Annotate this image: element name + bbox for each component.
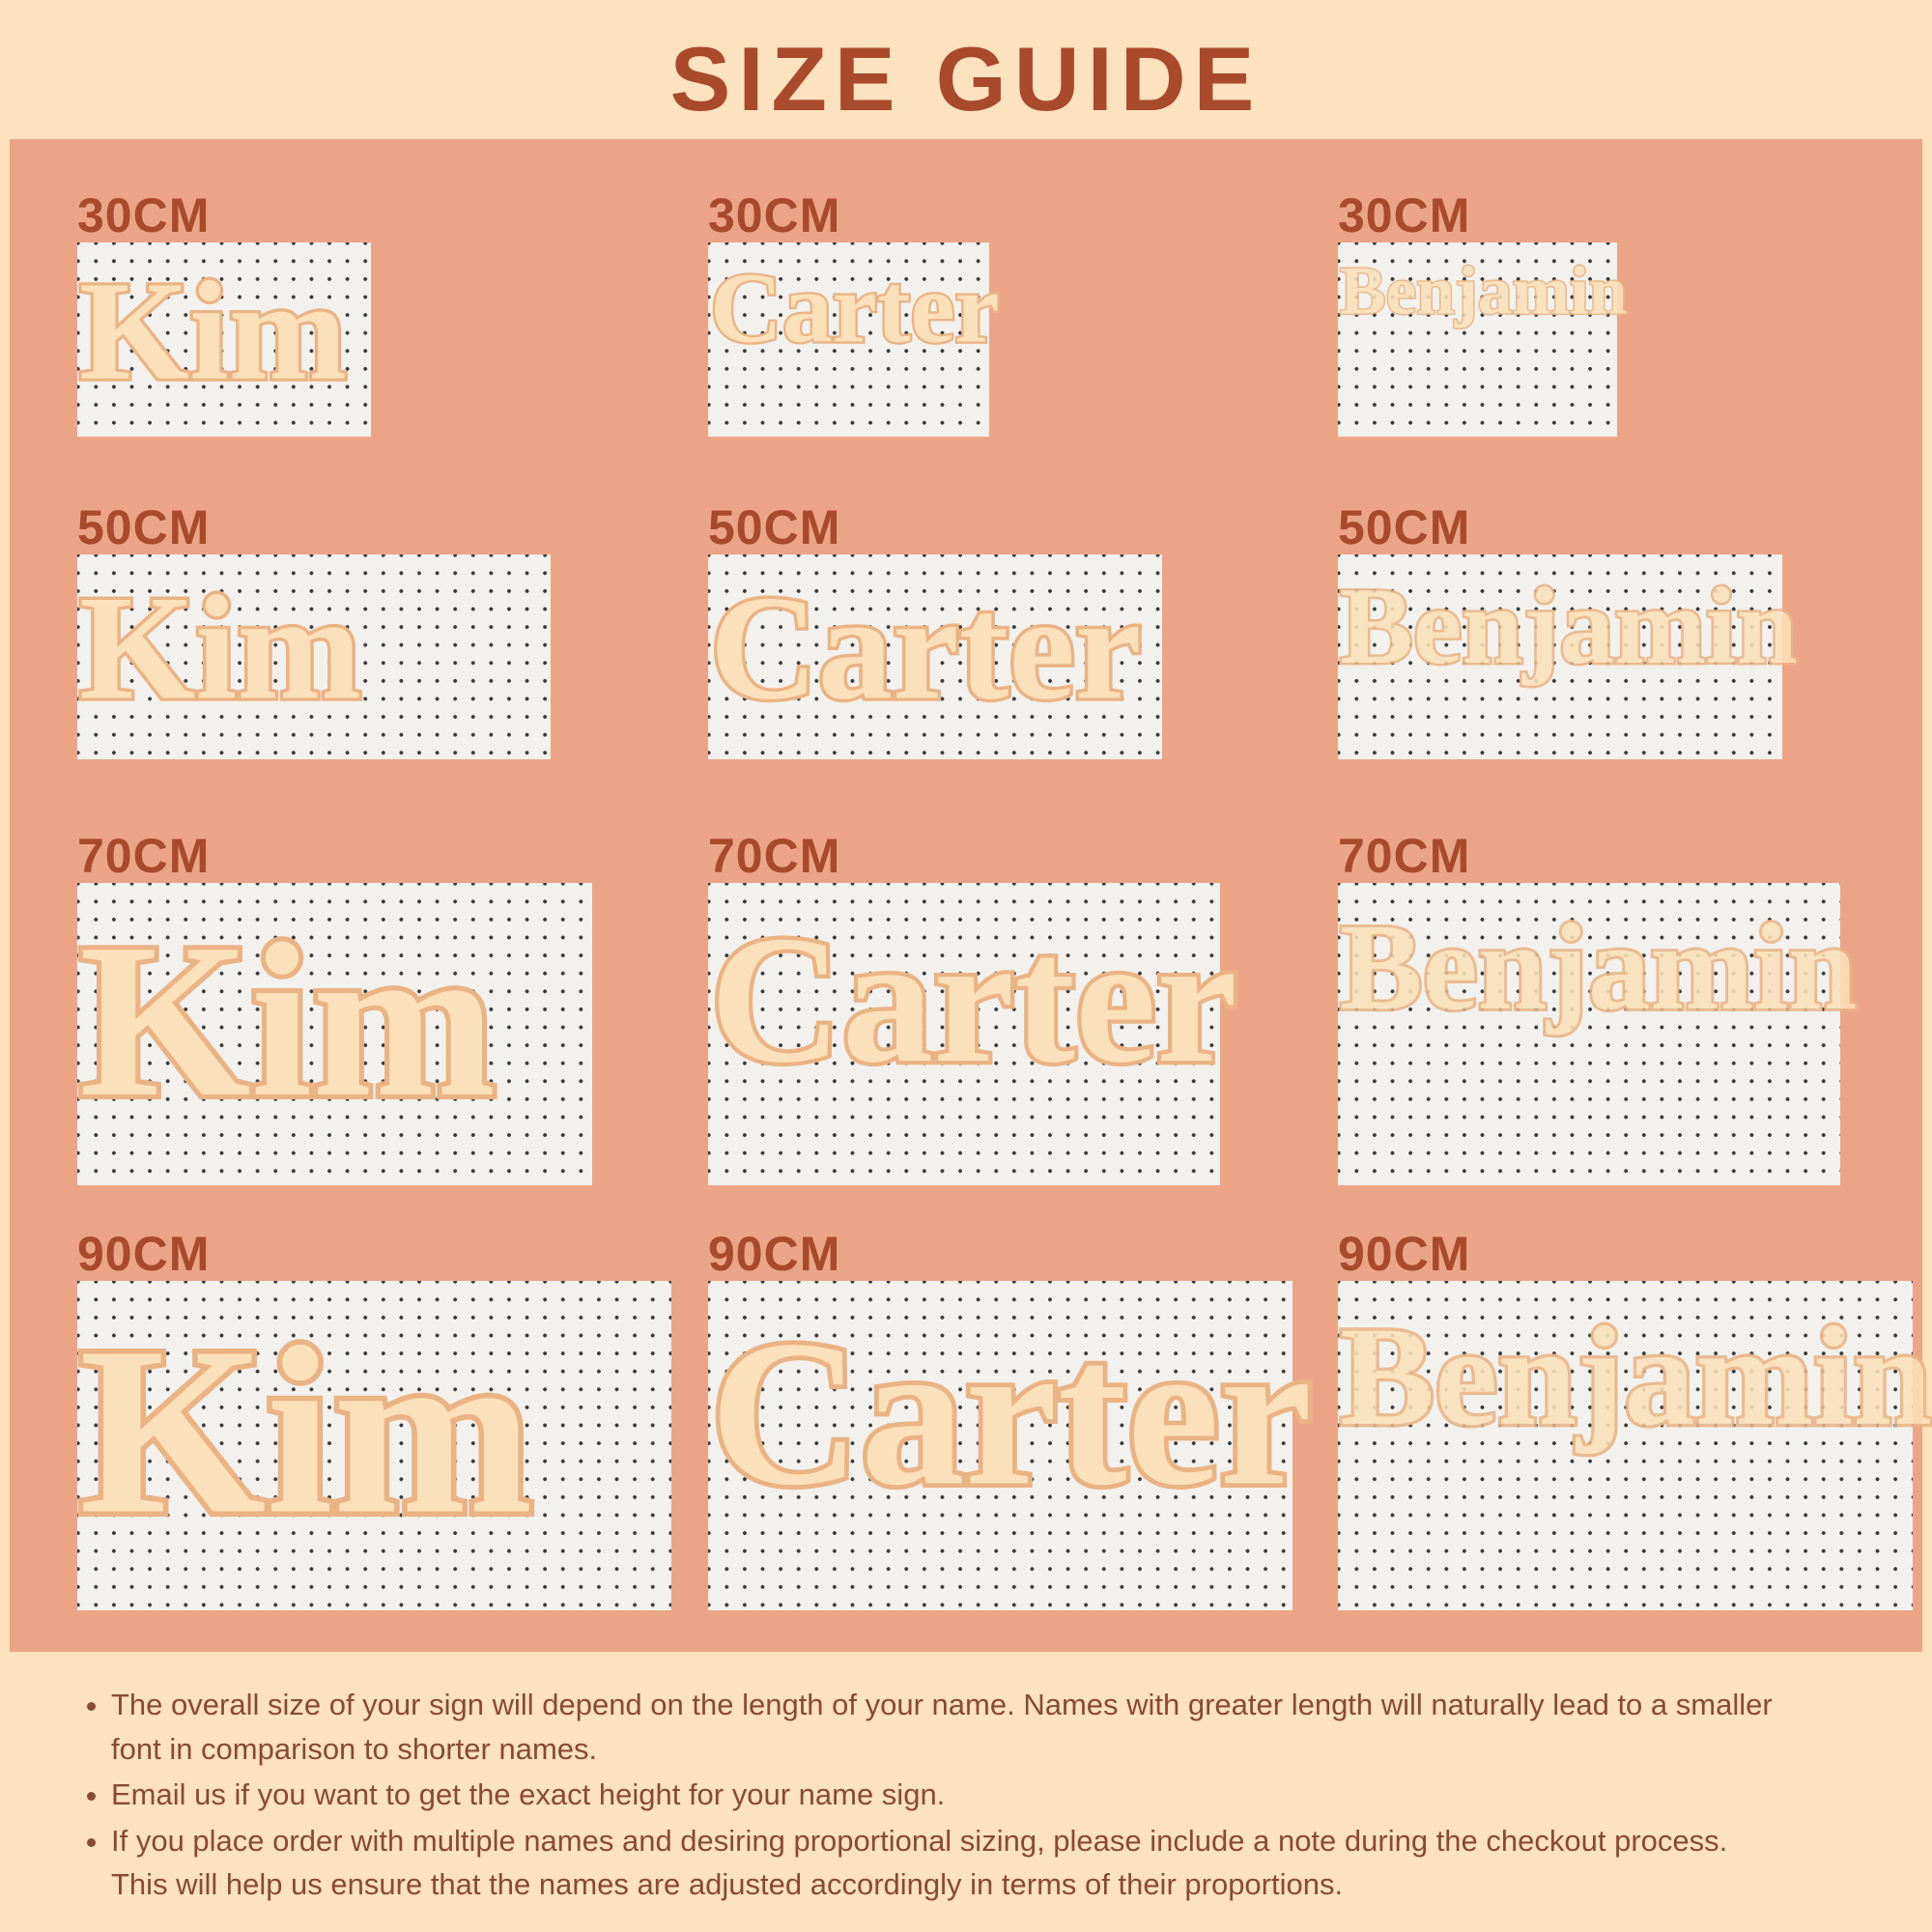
svg-text:Benjamin: Benjamin	[1340, 253, 1627, 329]
svg-text:Carter: Carter	[710, 254, 1000, 364]
svg-text:Benjamin: Benjamin	[1340, 1297, 1932, 1455]
svg-text:Benjamin: Benjamin	[1340, 897, 1857, 1036]
svg-text:Kim: Kim	[79, 252, 347, 410]
svg-text:Carter: Carter	[710, 897, 1237, 1100]
svg-text:Benjamin: Benjamin	[1340, 565, 1798, 687]
svg-text:Carter: Carter	[710, 1297, 1312, 1528]
svg-text:Kim: Kim	[79, 565, 361, 730]
svg-text:Kim: Kim	[79, 1297, 533, 1564]
svg-text:Carter: Carter	[710, 565, 1142, 730]
svg-text:Kim: Kim	[79, 898, 496, 1143]
